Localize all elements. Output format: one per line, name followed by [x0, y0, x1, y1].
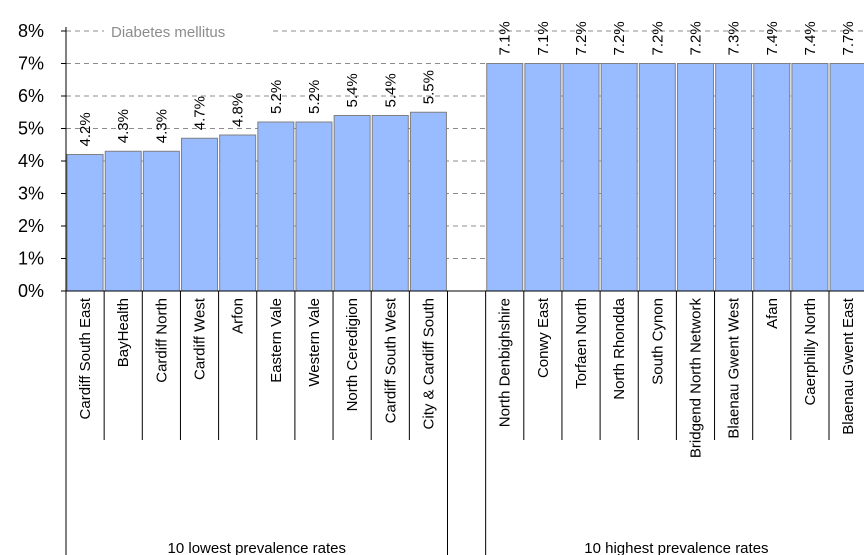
category-label: Cardiff South East: [77, 297, 94, 419]
category-label: BayHealth: [115, 298, 132, 367]
bar: [524, 63, 562, 292]
bar: [753, 63, 791, 292]
bar: [219, 134, 257, 292]
category-label: Western Vale: [306, 298, 323, 387]
gridlines: [66, 30, 864, 259]
bar: [333, 115, 371, 292]
data-label: 5.2%: [268, 80, 285, 114]
bar: [715, 63, 753, 292]
bar: [600, 63, 638, 292]
data-label: 5.2%: [306, 80, 323, 114]
bar: [295, 121, 333, 292]
bars: [66, 63, 864, 292]
data-label: 5.4%: [344, 73, 361, 107]
bar: [181, 137, 219, 292]
group-label: 10 lowest prevalence rates: [168, 540, 346, 555]
y-tick-label: 7%: [18, 54, 44, 74]
y-axis-ticks: 0% 1% 2% 3% 4% 5% 6% 7% 8%: [18, 21, 44, 301]
data-label: 7.4%: [764, 21, 781, 55]
annotation-group: Diabetes mellitus: [104, 19, 270, 43]
bar: [486, 63, 524, 292]
data-label: 4.8%: [230, 93, 247, 127]
category-label: Cardiff North: [153, 298, 170, 383]
data-label: 7.1%: [497, 21, 514, 55]
category-label: Arfon: [230, 298, 247, 334]
data-label: 7.7%: [840, 21, 857, 55]
data-label: 7.3%: [726, 21, 743, 55]
data-label: 4.3%: [153, 109, 170, 143]
y-tick-label: 6%: [18, 86, 44, 106]
chart-annotation: Diabetes mellitus: [111, 24, 225, 41]
bar: [562, 63, 600, 292]
category-label: Bridgend North Network: [687, 298, 704, 459]
category-label: Caerphilly North: [802, 298, 819, 406]
category-label: Afan: [764, 298, 781, 329]
y-tick-label: 8%: [18, 21, 44, 41]
category-label: Blaenau Gwent East: [840, 297, 857, 435]
y-tick-label: 5%: [18, 119, 44, 139]
bar: [791, 63, 829, 292]
data-label: 4.2%: [77, 112, 94, 146]
category-label: City & Cardiff South: [420, 298, 437, 429]
data-label: 7.2%: [573, 21, 590, 55]
bar: [371, 115, 409, 292]
y-tick-label: 2%: [18, 216, 44, 236]
data-label: 7.1%: [535, 21, 552, 55]
category-label: North Denbighshire: [497, 298, 514, 427]
category-label: Conwy East: [535, 297, 552, 378]
axes: [61, 27, 864, 555]
group-label: 10 highest prevalence rates: [584, 540, 768, 555]
data-label: 7.2%: [611, 21, 628, 55]
category-label: North Ceredigion: [344, 298, 361, 411]
bar: [257, 121, 295, 292]
y-tick-label: 0%: [18, 281, 44, 301]
data-label: 7.4%: [802, 21, 819, 55]
category-label: North Rhondda: [611, 297, 628, 399]
category-label: South Cynon: [649, 298, 666, 385]
data-label: 5.5%: [420, 70, 437, 104]
category-label: Cardiff South West: [382, 297, 399, 423]
bar: [104, 150, 142, 292]
data-label: 4.3%: [115, 109, 132, 143]
category-label: Torfaen North: [573, 298, 590, 389]
category-label: Eastern Vale: [268, 298, 285, 383]
bar: [829, 63, 864, 292]
category-labels: Cardiff South East BayHealth Cardiff North…: [77, 297, 857, 458]
category-label: Blaenau Gwent West: [726, 297, 743, 438]
y-tick-label: 1%: [18, 249, 44, 269]
y-tick-label: 4%: [18, 151, 44, 171]
bar: [638, 63, 676, 292]
data-label: 4.7%: [192, 96, 209, 130]
data-label: 7.2%: [649, 21, 666, 55]
data-label: 7.2%: [687, 21, 704, 55]
bar: [142, 150, 180, 292]
bar: [66, 154, 104, 292]
bar: [409, 111, 447, 292]
category-label: Cardiff West: [192, 297, 209, 380]
bar: [676, 63, 714, 292]
data-labels: 4.2% 4.3% 4.3% 4.7% 4.8% 5.2% 5.2% 5.4% 5.4% 5.5%…: [77, 21, 857, 146]
group-labels: 10 lowest prevalence rates 10 highest pre…: [168, 540, 769, 555]
y-tick-label: 3%: [18, 184, 44, 204]
data-label: 5.4%: [382, 73, 399, 107]
